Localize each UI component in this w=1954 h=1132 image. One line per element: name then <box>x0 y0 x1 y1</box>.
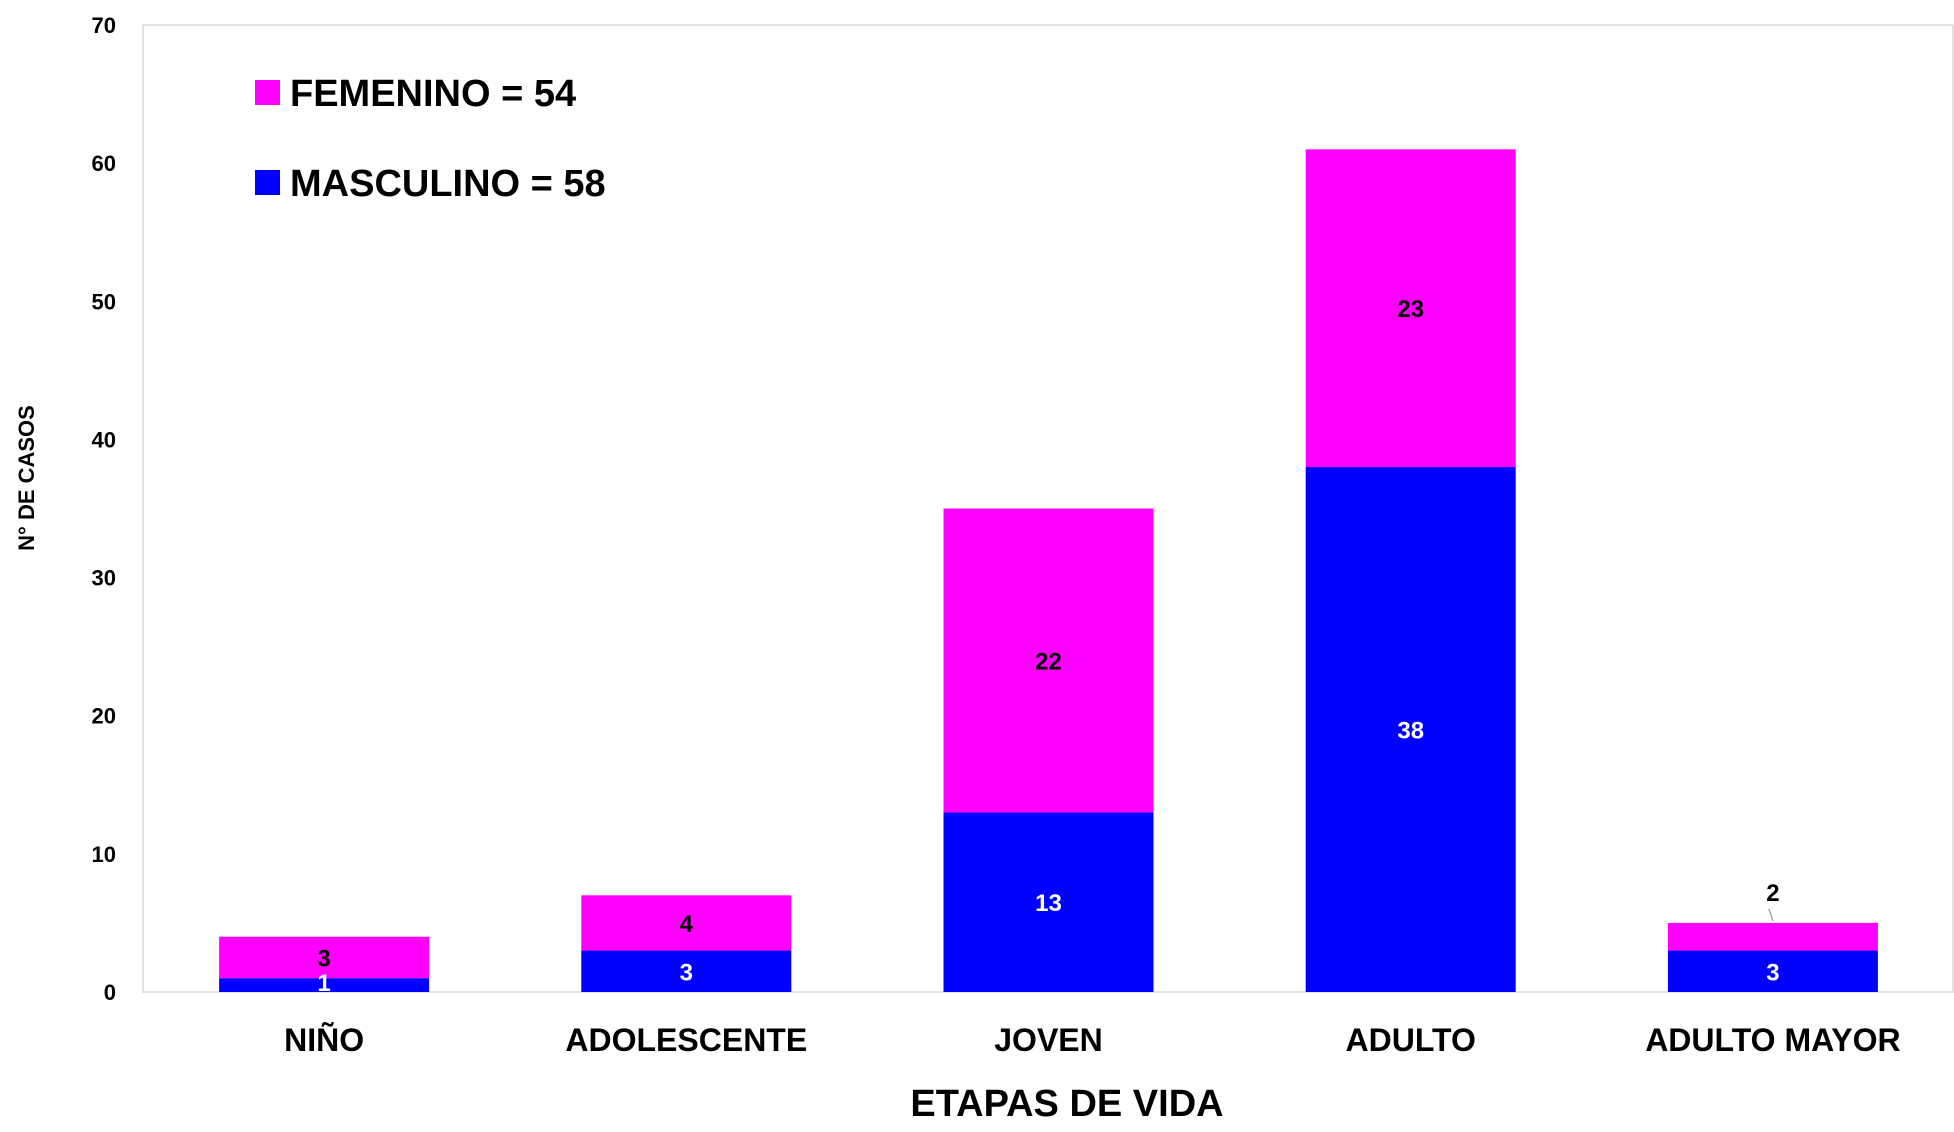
bar-segment <box>1667 922 1878 951</box>
bar-segment <box>581 950 792 992</box>
legend-swatch <box>255 170 280 195</box>
legend-label: MASCULINO = 58 <box>290 163 606 205</box>
data-label: 3 <box>317 945 330 972</box>
y-tick-label: 0 <box>104 980 116 1005</box>
bar-segment <box>1305 467 1516 992</box>
y-tick-label: 60 <box>92 151 116 176</box>
y-tick-label: 10 <box>92 842 116 867</box>
legend-label: FEMENINO = 54 <box>290 73 576 115</box>
data-label: 1 <box>317 970 330 997</box>
bar-segment <box>1667 950 1878 992</box>
data-label: 38 <box>1397 718 1424 745</box>
bar-segment <box>943 812 1154 992</box>
data-label: 23 <box>1397 296 1424 323</box>
data-label: 13 <box>1035 890 1062 917</box>
data-label: 3 <box>1766 959 1779 986</box>
data-label: 4 <box>680 911 694 938</box>
y-tick-label: 70 <box>92 13 116 38</box>
bar-segment <box>943 508 1154 813</box>
legend: FEMENINO = 54 MASCULINO = 58 <box>255 73 606 205</box>
bars <box>219 149 1878 992</box>
data-label: 3 <box>680 959 693 986</box>
legend-swatch <box>255 80 280 105</box>
x-axis-label: ETAPAS DE VIDA <box>910 1083 1223 1125</box>
x-tick-label: ADOLESCENTE <box>565 1022 807 1058</box>
bar-segment <box>219 978 430 992</box>
y-tick-label: 30 <box>92 566 116 591</box>
x-tick-label: ADULTO <box>1346 1022 1476 1058</box>
y-tick-label: 50 <box>92 289 116 314</box>
x-axis-ticks: NIÑO ADOLESCENTE JOVEN ADULTO ADULTO MAYOR <box>284 1022 1901 1058</box>
bar-segment <box>581 895 792 951</box>
y-tick-label: 20 <box>92 704 116 729</box>
x-tick-label: JOVEN <box>994 1022 1102 1058</box>
data-label: 22 <box>1035 648 1062 675</box>
y-axis-ticks: 0 10 20 30 40 50 60 70 <box>92 13 116 1005</box>
y-tick-label: 40 <box>92 427 116 452</box>
data-label-leader <box>1768 908 1774 922</box>
bar-segment <box>219 936 430 979</box>
bar-segment <box>1305 149 1516 468</box>
x-tick-label: ADULTO MAYOR <box>1645 1022 1900 1058</box>
data-label: 2 <box>1766 880 1779 907</box>
y-axis-label: N° DE CASOS <box>14 405 39 551</box>
x-tick-label: NIÑO <box>284 1022 364 1058</box>
